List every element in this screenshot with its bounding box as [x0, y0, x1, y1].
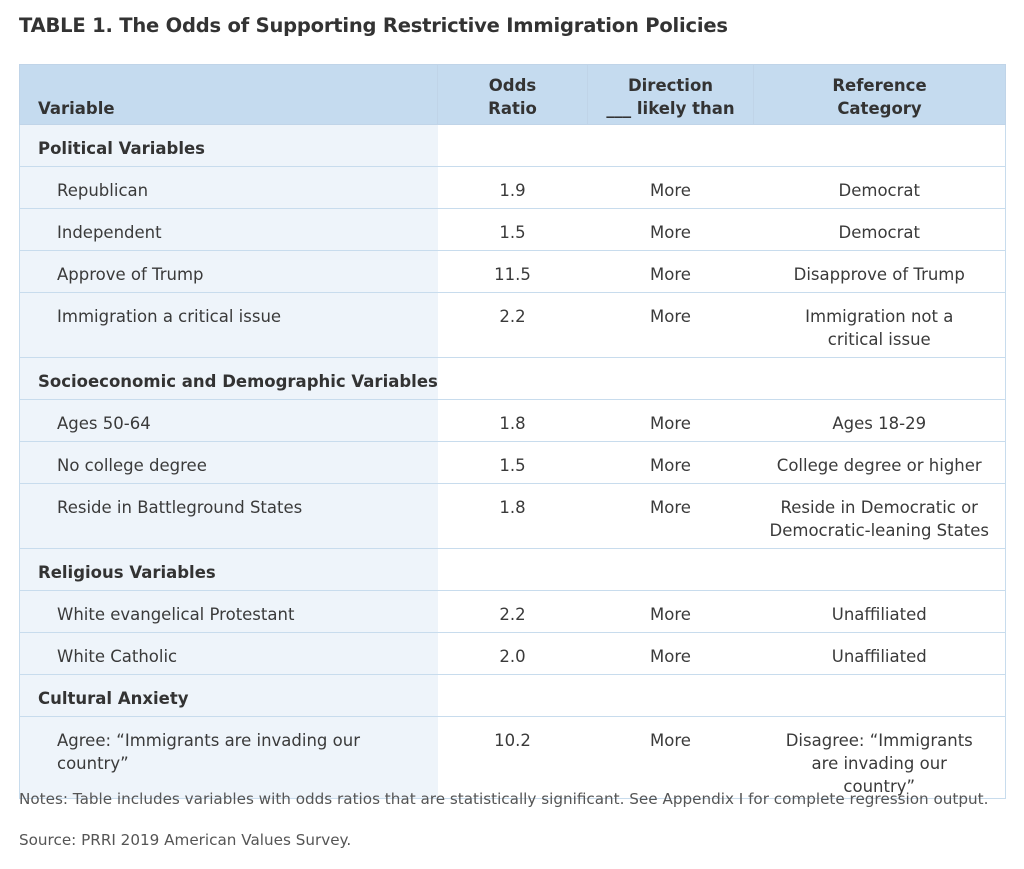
variable-cell: Republican: [19, 166, 438, 209]
reference-cell: Democrat: [753, 208, 1006, 251]
odds-ratio-cell: 1.8: [437, 399, 588, 442]
header-odds-ratio-line2: Ratio: [488, 99, 537, 118]
reference-cell: Unaffiliated: [753, 590, 1006, 633]
odds-ratio-cell: 1.8: [437, 483, 588, 549]
section-label: Cultural Anxiety: [19, 674, 438, 717]
table-row: Agree: “Immigrants are invading our coun…: [19, 716, 1006, 799]
odds-ratio-cell: 10.2: [437, 716, 588, 799]
table-source: Source: PRRI 2019 American Values Survey…: [19, 831, 352, 849]
direction-cell: More: [587, 399, 754, 442]
reference-cell: Ages 18-29: [753, 399, 1006, 442]
reference-cell: Unaffiliated: [753, 632, 1006, 675]
odds-ratio-cell: 1.5: [437, 441, 588, 484]
odds-ratio-cell: 2.2: [437, 590, 588, 633]
variable-cell: White Catholic: [19, 632, 438, 675]
direction-cell: More: [587, 208, 754, 251]
odds-ratio-cell: 2.2: [437, 292, 588, 358]
table-notes: Notes: Table includes variables with odd…: [19, 790, 989, 808]
odds-ratio-cell: 2.0: [437, 632, 588, 675]
header-direction-line2: ___ likely than: [606, 99, 735, 118]
header-odds-ratio-line1: Odds: [488, 76, 537, 95]
table-row: White evangelical Protestant 2.2 More Un…: [19, 590, 1006, 633]
table-row: Immigration a critical issue 2.2 More Im…: [19, 292, 1006, 358]
variable-cell: Agree: “Immigrants are invading our coun…: [19, 716, 438, 799]
variable-cell: Approve of Trump: [19, 250, 438, 293]
direction-cell: More: [587, 166, 754, 209]
reference-cell: Immigration not a critical issue: [753, 292, 1006, 358]
section-label: Political Variables: [19, 124, 438, 167]
header-direction: Direction ___ likely than: [587, 64, 754, 125]
header-direction-line1: Direction: [627, 76, 714, 95]
direction-cell: More: [587, 441, 754, 484]
reference-cell: Reside in Democratic or Democratic-leani…: [753, 483, 1006, 549]
direction-cell: More: [587, 632, 754, 675]
odds-ratio-cell: 1.9: [437, 166, 588, 209]
header-odds-ratio: Odds Ratio: [437, 64, 588, 125]
section-label: Socioeconomic and Demographic Variables: [19, 357, 438, 400]
reference-cell: College degree or higher: [753, 441, 1006, 484]
variable-cell: Reside in Battleground States: [19, 483, 438, 549]
reference-cell: Democrat: [753, 166, 1006, 209]
odds-ratio-table: Variable Odds Ratio Direction ___ likely t…: [19, 64, 1006, 799]
table-header-row: Variable Odds Ratio Direction ___ likely t…: [19, 64, 1006, 125]
header-reference: Reference Category: [753, 64, 1006, 125]
variable-cell: Independent: [19, 208, 438, 251]
section-row: Religious Variables: [19, 548, 1006, 591]
odds-ratio-cell: 1.5: [437, 208, 588, 251]
reference-cell: Disagree: “Immigrants are invading our c…: [753, 716, 1006, 799]
table-title: TABLE 1. The Odds of Supporting Restrict…: [19, 14, 728, 37]
direction-cell: More: [587, 483, 754, 549]
table-row: No college degree 1.5 More College degre…: [19, 441, 1006, 484]
table-row: Approve of Trump 11.5 More Disapprove of…: [19, 250, 1006, 293]
table-row: White Catholic 2.0 More Unaffiliated: [19, 632, 1006, 675]
section-row: Cultural Anxiety: [19, 674, 1006, 717]
direction-cell: More: [587, 716, 754, 799]
header-reference-line2: Category: [837, 99, 922, 118]
table-row: Republican 1.9 More Democrat: [19, 166, 1006, 209]
direction-cell: More: [587, 292, 754, 358]
variable-cell: White evangelical Protestant: [19, 590, 438, 633]
table-row: Independent 1.5 More Democrat: [19, 208, 1006, 251]
header-reference-line1: Reference: [832, 76, 927, 95]
variable-cell: No college degree: [19, 441, 438, 484]
odds-ratio-cell: 11.5: [437, 250, 588, 293]
section-label: Religious Variables: [19, 548, 438, 591]
header-variable-label: Variable: [38, 99, 115, 118]
table-row: Reside in Battleground States 1.8 More R…: [19, 483, 1006, 549]
header-variable: Variable: [19, 64, 438, 125]
direction-cell: More: [587, 590, 754, 633]
variable-cell: Immigration a critical issue: [19, 292, 438, 358]
section-row: Socioeconomic and Demographic Variables: [19, 357, 1006, 400]
table-row: Ages 50-64 1.8 More Ages 18-29: [19, 399, 1006, 442]
reference-cell: Disapprove of Trump: [753, 250, 1006, 293]
section-row: Political Variables: [19, 124, 1006, 167]
variable-cell: Ages 50-64: [19, 399, 438, 442]
direction-cell: More: [587, 250, 754, 293]
